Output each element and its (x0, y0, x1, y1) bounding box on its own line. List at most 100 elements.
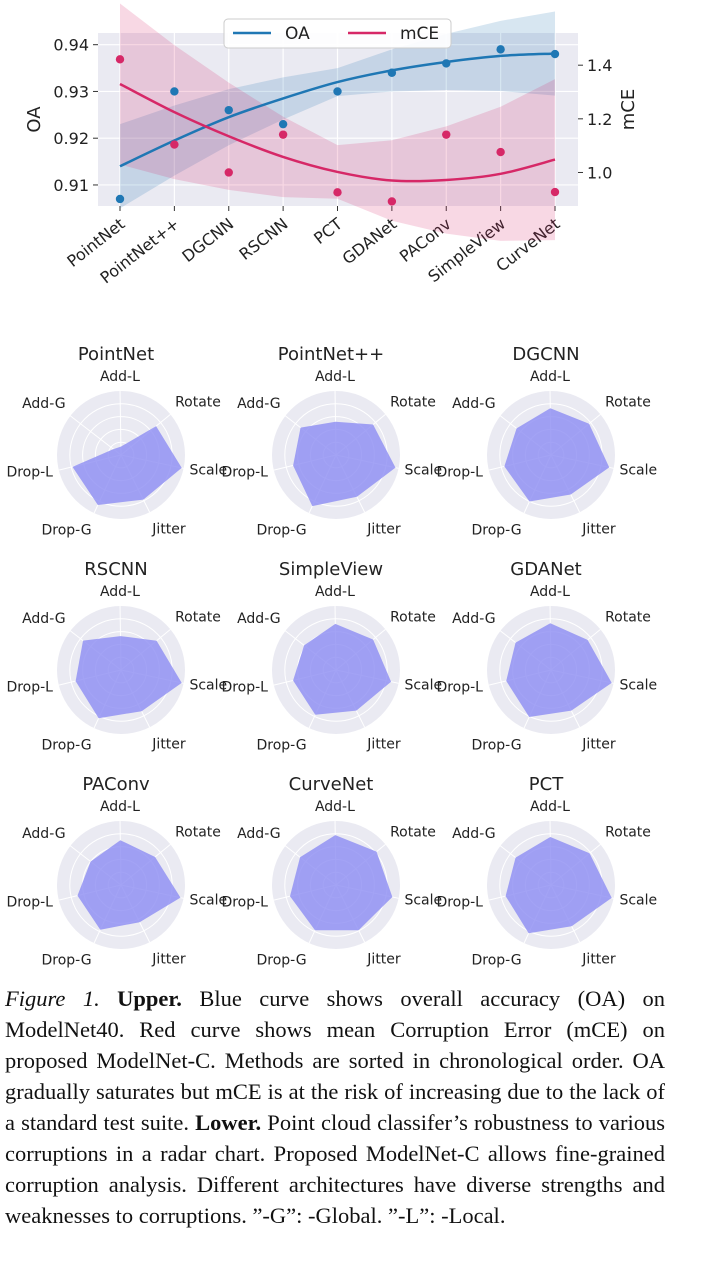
radar-axis-label: Drop-L (221, 465, 268, 481)
y2-tick-label: 1.4 (587, 56, 612, 75)
radar-axis-label: Jitter (581, 952, 616, 968)
radar-axis-label: Add-L (315, 584, 355, 600)
radar-axis-label: Add-L (315, 369, 355, 385)
radar-axis-label: Drop-G (41, 523, 91, 539)
radar-title: DGCNN (512, 344, 579, 365)
radar-axis-label: Drop-L (221, 895, 268, 911)
radar-chart-pointnet-: PointNet++ Scale Jitter Drop-G Drop-L Add-G Ad… (221, 344, 442, 539)
data-point-mce (170, 140, 179, 149)
y-tick-label: 0.92 (53, 129, 89, 148)
data-point-oa (387, 68, 397, 77)
caption-figure-label: Figure 1. (5, 986, 100, 1011)
radar-axis-label: Scale (619, 893, 657, 909)
radar-axis-label: Drop-L (6, 465, 53, 481)
radar-chart-curvenet: CurveNet Scale Jitter Drop-G Drop-L Add-G Add-… (221, 774, 442, 969)
radar-area (293, 623, 392, 715)
radar-axis-label: Add-G (452, 396, 496, 412)
radar-axis-label: Drop-L (436, 465, 483, 481)
data-point-mce (387, 197, 397, 206)
radar-axis-label: Drop-G (41, 738, 91, 754)
data-point-mce (442, 130, 451, 139)
legend-label-oa: OA (285, 24, 310, 44)
radar-axis-label: Scale (404, 463, 442, 479)
radar-axis-label: Jitter (151, 737, 186, 753)
radar-axis-label: Add-G (22, 611, 66, 627)
radar-axis-label: Drop-G (256, 523, 306, 539)
radar-axis-label: Rotate (175, 610, 221, 626)
data-point-oa (115, 194, 125, 204)
radar-axis-label: Drop-L (6, 895, 53, 911)
legend-label-mce: mCE (400, 24, 439, 44)
radar-area (293, 421, 396, 507)
radar-axis-label: Jitter (366, 522, 401, 538)
data-point-oa (333, 87, 342, 96)
radar-axis-label: Jitter (366, 737, 401, 753)
radar-axis-label: Drop-G (471, 523, 521, 539)
radar-axis-label: Rotate (390, 610, 436, 626)
radar-chart-gdanet: GDANet Scale Jitter Drop-G Drop-L Add-G Add-L R… (436, 559, 657, 754)
data-point-oa (170, 87, 179, 96)
radar-title: GDANet (510, 559, 581, 580)
radar-chart-rscnn: RSCNN Scale Jitter Drop-G Drop-L Add-G Add-L Ro… (6, 559, 227, 754)
legend: OA mCE (223, 18, 452, 49)
radar-area (72, 426, 182, 505)
data-point-oa (550, 49, 560, 59)
radar-axis-label: Drop-L (6, 680, 53, 696)
data-point-mce (278, 130, 288, 139)
radar-area (506, 623, 612, 718)
data-point-mce (550, 187, 560, 197)
radar-axis-label: Scale (404, 678, 442, 694)
radar-axis-label: Jitter (581, 737, 616, 753)
radar-title: PointNet++ (278, 344, 384, 365)
radar-spoke (119, 390, 122, 456)
x-tick-label: PCT (310, 214, 346, 248)
legend-box (223, 18, 452, 49)
data-point-mce (115, 55, 125, 64)
radar-axis-label: Drop-G (471, 953, 521, 969)
radar-axis-label: Scale (619, 463, 657, 479)
radar-axis-label: Add-L (100, 369, 140, 385)
radar-title: PCT (529, 774, 564, 795)
radar-axis-label: Add-L (530, 584, 570, 600)
radar-area (75, 636, 182, 719)
x-tick-label: DGCNN (178, 214, 237, 266)
confidence-band-mce (120, 3, 555, 241)
radar-axis-label: Drop-G (471, 738, 521, 754)
caption-lower-text: Point cloud classifer’s robustness to va… (5, 1110, 666, 1228)
radar-title: SimpleView (279, 559, 383, 580)
radar-axis-label: Scale (189, 463, 227, 479)
data-point-mce (496, 147, 505, 157)
radar-area (289, 835, 393, 931)
radar-axis-label: Drop-L (436, 680, 483, 696)
figure-caption: Figure 1. Upper. Blue curve shows overal… (5, 983, 665, 1231)
data-point-mce (224, 168, 233, 177)
radar-axis-label: Scale (619, 678, 657, 694)
radar-axis-label: Add-L (100, 799, 140, 815)
radar-chart-dgcnn: DGCNN Scale Jitter Drop-G Drop-L Add-G Add-L Ro… (436, 344, 657, 539)
y2-axis-label: mCE (618, 89, 639, 130)
radar-axis-label: Jitter (151, 952, 186, 968)
data-point-oa (496, 45, 505, 54)
radar-axis-label: Drop-L (436, 895, 483, 911)
y-tick-label: 0.91 (53, 176, 89, 195)
radar-axis-label: Add-G (237, 611, 281, 627)
radar-title: PointNet (78, 344, 154, 365)
radar-chart-simpleview: SimpleView Scale Jitter Drop-G Drop-L Add-G Ad… (221, 559, 442, 754)
radar-axis-label: Add-L (100, 584, 140, 600)
radar-axis-label: Drop-G (256, 738, 306, 754)
data-point-mce (333, 188, 342, 197)
y-tick-label: 0.94 (53, 36, 89, 55)
y-tick-label: 0.93 (53, 82, 89, 101)
radar-axis-label: Jitter (581, 522, 616, 538)
radar-chart-pct: PCT Scale Jitter Drop-G Drop-L Add-G Add-L Rota… (436, 774, 657, 969)
radar-axis-label: Rotate (390, 825, 436, 841)
y2-tick-label: 1.0 (587, 163, 612, 182)
x-tick-label: RSCNN (235, 214, 291, 264)
fit-line-mce (119, 82, 556, 183)
radar-axis-label: Jitter (151, 522, 186, 538)
radar-axis-label: Add-G (452, 611, 496, 627)
radar-chart-paconv: PAConv Scale Jitter Drop-G Drop-L Add-G Add-L R… (6, 774, 227, 969)
radar-axis-label: Scale (189, 893, 227, 909)
data-point-oa (278, 119, 288, 129)
radar-area (504, 408, 610, 502)
